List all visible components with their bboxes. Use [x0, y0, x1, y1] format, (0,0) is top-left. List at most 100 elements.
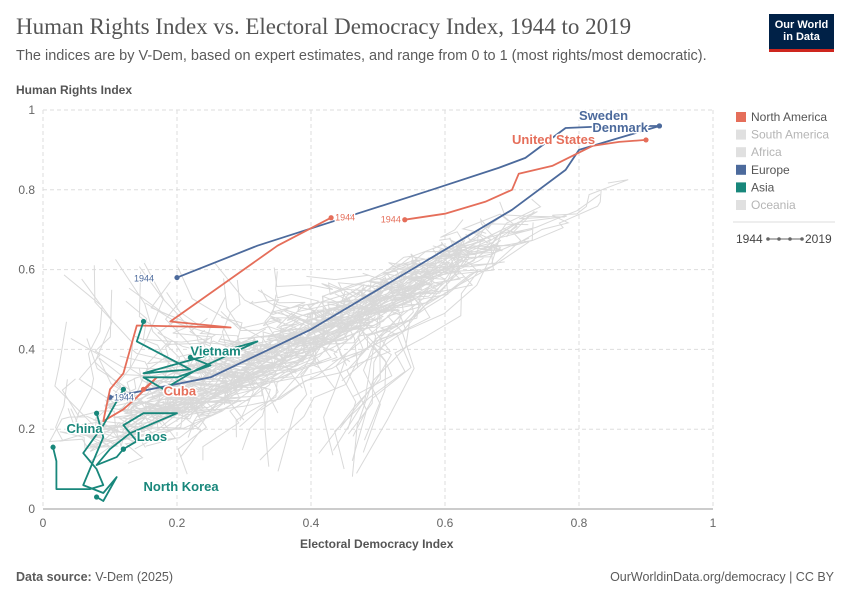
footer-url[interactable]: OurWorldinData.org/democracy | CC BY	[610, 570, 834, 584]
series-label[interactable]: Cuba	[162, 382, 198, 400]
legend-label: Europe	[751, 163, 790, 177]
timeline-dot	[777, 237, 781, 241]
series-label[interactable]: Sweden	[578, 106, 630, 124]
series-line	[109, 125, 660, 399]
source-label: Data source:	[16, 570, 92, 584]
timeline-dot	[788, 237, 792, 241]
background-country-line	[59, 274, 120, 449]
data-source: Data source: V-Dem (2025)	[16, 570, 173, 584]
legend-label: Africa	[751, 145, 782, 159]
legend-item-africa[interactable]: Africa	[736, 145, 782, 159]
background-country-line	[264, 214, 565, 345]
source-value[interactable]: V-Dem (2025)	[95, 570, 174, 584]
y-tick-label: 1	[28, 103, 35, 117]
timeline-legend[interactable]: 1944 2019	[736, 232, 832, 246]
series-label[interactable]: North Korea	[142, 478, 221, 496]
series-end-point	[656, 123, 663, 129]
y-tick-label: 0.8	[18, 183, 35, 197]
background-country-line	[221, 279, 358, 349]
series-line	[95, 412, 178, 466]
background-country-line	[351, 218, 525, 477]
series-line	[52, 388, 125, 490]
series-china[interactable]	[50, 386, 126, 490]
background-country-line	[70, 306, 362, 442]
legend-item-oceania[interactable]: Oceania	[736, 198, 796, 212]
series-united-states[interactable]	[402, 137, 649, 223]
background-country-line	[150, 281, 253, 359]
y-tick-label: 0	[28, 502, 35, 516]
background-country-line	[274, 282, 415, 402]
y-tick-label: 0.4	[18, 342, 35, 356]
background-country-line	[161, 364, 262, 391]
series-line	[102, 216, 332, 423]
legend-item-europe[interactable]: Europe	[736, 163, 790, 177]
background-country-line	[292, 275, 435, 456]
background-country-line	[166, 292, 257, 387]
background-country-line	[241, 303, 404, 467]
series-start-point	[94, 410, 100, 416]
series-end-point	[643, 137, 649, 143]
background-country-line	[125, 300, 251, 374]
logo-line2: in Data	[783, 31, 820, 43]
series-laos[interactable]	[95, 412, 178, 466]
y-axis-label: Human Rights Index	[16, 83, 133, 97]
legend-item-asia[interactable]: Asia	[736, 180, 775, 194]
series-vietnam[interactable]	[135, 318, 259, 391]
series-start-point	[402, 217, 408, 223]
series-line	[176, 125, 660, 279]
legend-swatch	[736, 147, 746, 158]
year-annotation: 1944	[335, 213, 355, 223]
year-annotation: 1944	[114, 392, 134, 402]
legend-swatch	[736, 112, 746, 122]
series-start-point	[174, 274, 180, 281]
owid-logo[interactable]: Our World in Data	[769, 14, 834, 52]
timeline-start-label: 1944	[736, 232, 763, 246]
y-tick-label: 0.6	[18, 263, 35, 277]
background-country-line	[318, 193, 601, 454]
series-label[interactable]: United States	[511, 130, 597, 148]
background-country-line	[348, 198, 542, 435]
timeline-end-label: 2019	[805, 232, 832, 246]
series-label[interactable]: Laos	[135, 428, 168, 446]
series-line	[404, 139, 647, 221]
background-country-line	[115, 259, 263, 401]
series-label[interactable]: Vietnam	[189, 342, 242, 360]
background-country-line	[339, 217, 529, 429]
timeline-dot	[800, 237, 804, 241]
legend-item-south-america[interactable]: South America	[736, 128, 829, 142]
legend-swatch	[736, 182, 746, 193]
legend-item-north-america[interactable]: North America	[736, 110, 827, 124]
background-country-line	[279, 255, 473, 389]
series-label[interactable]: China	[65, 420, 105, 438]
legend-swatch	[736, 164, 746, 175]
legend-label: Asia	[751, 180, 775, 194]
background-country-line	[194, 303, 372, 369]
background-country-line	[352, 257, 484, 437]
series-start-point	[140, 318, 147, 325]
series-label[interactable]: Denmark	[591, 118, 650, 136]
series-end-point	[120, 386, 126, 392]
x-tick-label: 0.4	[303, 516, 320, 530]
timeline-dot	[766, 237, 770, 241]
series-cuba[interactable]	[102, 215, 334, 423]
background-country-line	[334, 211, 550, 470]
axis-ticks: 0 0.2 0.4 0.6 0.8 1 0 0.2 0.4 0.6 0.8 1	[18, 103, 716, 530]
background-country-line	[334, 245, 501, 391]
series-start-point	[50, 444, 56, 450]
series-north-korea[interactable]	[82, 410, 118, 502]
series-line	[135, 321, 259, 391]
background-country-line	[352, 245, 497, 398]
x-tick-label: 0.2	[169, 516, 186, 530]
y-tick-label: 0.2	[18, 422, 35, 436]
grid-lines	[42, 109, 714, 510]
year-annotation: 1944	[134, 274, 154, 284]
legend-label: North America	[751, 110, 827, 124]
legend-swatch	[736, 129, 746, 140]
logo-line1: Our World	[774, 19, 829, 31]
highlighted-series	[50, 123, 663, 502]
background-country-lines	[48, 179, 629, 477]
background-country-line	[116, 303, 371, 448]
background-country-line	[143, 262, 324, 346]
